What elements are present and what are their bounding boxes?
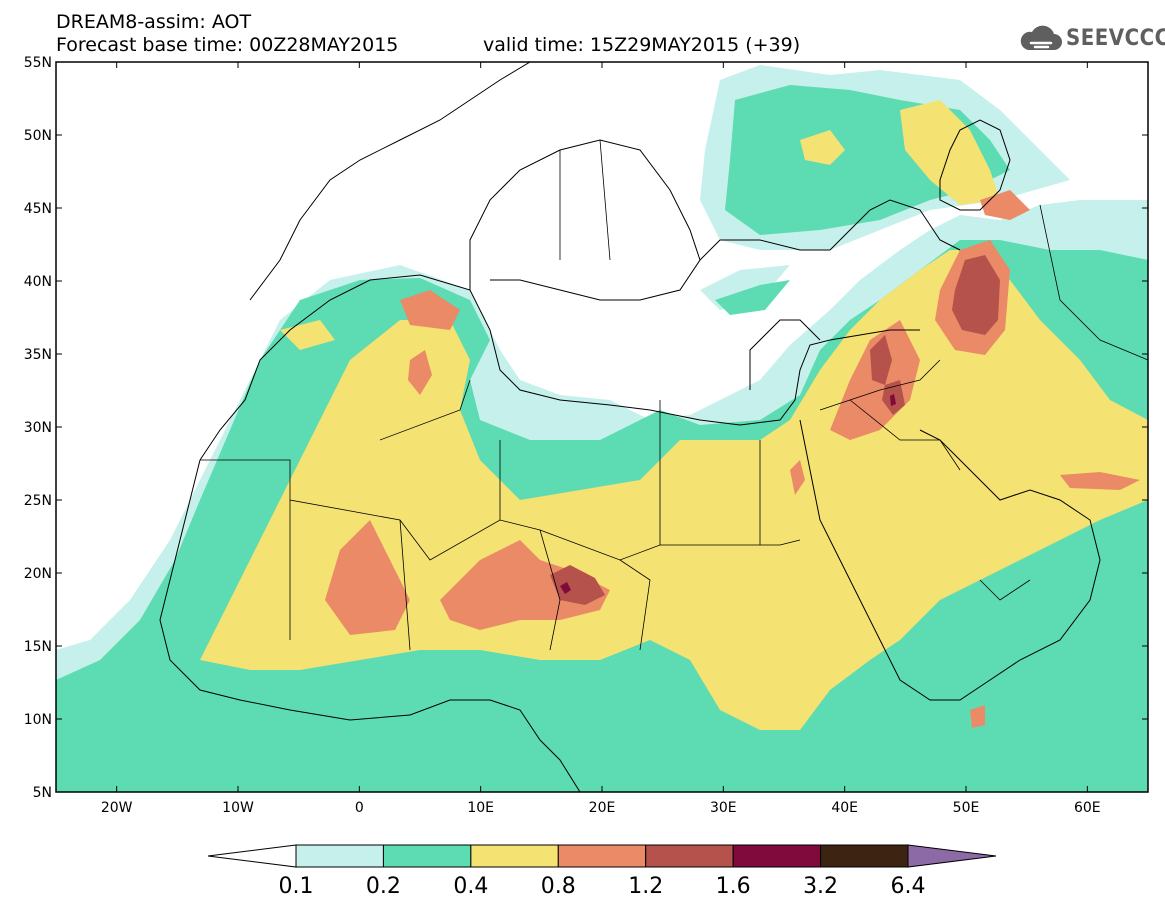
colorbar-level-label: 0.4 xyxy=(453,874,488,899)
logo-text: SEEVCCC xyxy=(1066,26,1165,51)
colorbar-level-label: 0.1 xyxy=(279,874,314,899)
lon-tick-label: 20W xyxy=(101,800,133,816)
lat-tick-label: 20N xyxy=(24,566,52,582)
lon-tick-label: 50E xyxy=(953,800,980,816)
lon-tick-label: 20E xyxy=(589,800,616,816)
forecast-base-time: Forecast base time: 00Z28MAY2015 xyxy=(56,34,399,56)
lon-tick-label: 30E xyxy=(710,800,737,816)
colorbar-level-label: 1.6 xyxy=(716,874,751,899)
colorbar-level-label: 3.2 xyxy=(803,874,838,899)
colorbar-swatch xyxy=(732,844,822,868)
colorbar-swatch xyxy=(470,844,559,868)
colorbar-level-label: 0.2 xyxy=(366,874,401,899)
aot-band-1-6 xyxy=(560,394,896,594)
colorbar-swatch xyxy=(557,844,647,868)
colorbar-swatch xyxy=(295,844,384,868)
lon-tick-label: 60E xyxy=(1074,800,1101,816)
lat-tick-label: 5N xyxy=(33,785,52,801)
colorbar-swatch xyxy=(820,844,909,868)
lat-tick-label: 40N xyxy=(24,274,52,290)
longitude-axis: 20W 10W 0 10E 20E 30E 40E 50E 60E xyxy=(101,62,1101,816)
country-borders xyxy=(200,139,1148,651)
seevccc-logo: SEEVCCC xyxy=(1018,24,1165,56)
lat-tick-label: 30N xyxy=(24,420,52,436)
lon-tick-label: 40E xyxy=(831,800,858,816)
cloud-icon xyxy=(1020,25,1062,50)
coastlines xyxy=(159,62,1101,792)
lat-tick-label: 25N xyxy=(24,493,52,509)
latitude-axis: 55N 50N 45N 40N 35N 30N 25N 20N 15N 10N 5N xyxy=(24,55,1148,801)
colorbar-level-label: 6.4 xyxy=(891,874,926,899)
colorbar-level-label: 1.2 xyxy=(628,874,663,899)
lat-tick-label: 45N xyxy=(24,201,52,217)
lon-tick-label: 0 xyxy=(355,800,364,816)
lat-tick-label: 55N xyxy=(24,55,52,71)
colorbar-over-triangle xyxy=(907,844,997,868)
lon-tick-label: 10W xyxy=(222,800,254,816)
aot-contours xyxy=(56,65,1148,792)
lat-tick-label: 35N xyxy=(24,347,52,363)
aot-colorbar: 0.1 0.2 0.4 0.8 1.2 1.6 3.2 6.4 xyxy=(207,844,997,899)
lat-tick-label: 15N xyxy=(24,639,52,655)
colorbar-level-label: 0.8 xyxy=(541,874,576,899)
aot-band-1-2 xyxy=(550,255,1000,605)
colorbar-swatch xyxy=(645,844,734,868)
colorbar-under-triangle xyxy=(207,844,297,868)
valid-time: valid time: 15Z29MAY2015 (+39) xyxy=(483,34,801,56)
lon-tick-label: 10E xyxy=(467,800,494,816)
colorbar-swatch xyxy=(382,844,472,868)
lat-tick-label: 50N xyxy=(24,128,52,144)
lat-tick-label: 10N xyxy=(24,712,52,728)
map-title: DREAM8-assim: AOT xyxy=(56,11,252,33)
